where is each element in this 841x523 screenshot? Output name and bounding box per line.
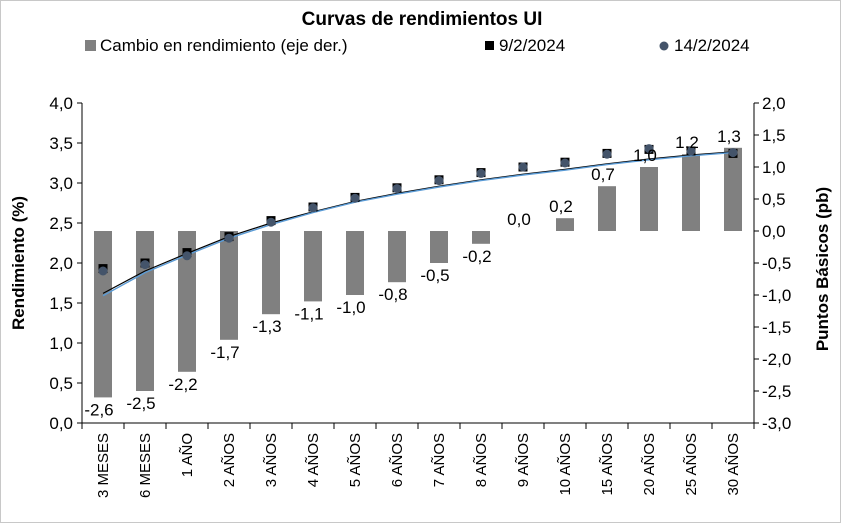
point-14-2-2024 [266, 217, 276, 227]
point-14-2-2024 [728, 148, 738, 158]
bar-data-label: -2,2 [168, 375, 197, 394]
y2-tick-label: -2,0 [762, 350, 791, 369]
y-tick-label: 0,0 [49, 414, 73, 433]
x-category-label: 8 AÑOS [473, 433, 490, 487]
bar-data-label: 0,0 [507, 210, 531, 229]
legend-swatch-circle [659, 41, 669, 51]
bar-data-label: -2,5 [126, 394, 155, 413]
y2-tick-label: 2,0 [762, 94, 786, 113]
point-14-2-2024 [602, 149, 612, 159]
bar-data-label: -1,1 [294, 304, 323, 323]
x-category-label: 7 AÑOS [431, 433, 448, 487]
y2-tick-label: -0,5 [762, 254, 791, 273]
bar [598, 186, 616, 231]
x-category-label: 30 AÑOS [725, 433, 742, 496]
x-category-label: 25 AÑOS [683, 433, 700, 496]
point-14-2-2024 [392, 184, 402, 194]
point-14-2-2024 [308, 203, 318, 213]
bar [262, 231, 280, 315]
point-14-2-2024 [350, 193, 360, 203]
point-14-2-2024 [434, 176, 444, 186]
bar-data-label: -1,7 [210, 343, 239, 362]
x-category-label: 3 AÑOS [263, 433, 280, 487]
legend-swatch-square [485, 41, 494, 50]
bar-data-label: 1,3 [717, 127, 741, 146]
y2-tick-label: 1,5 [762, 126, 786, 145]
bar [724, 147, 742, 231]
bar [430, 231, 448, 263]
point-14-2-2024 [98, 266, 108, 276]
plot-area: 0,0 0,5 1,0 1,5 2,0 2,5 3,0 3,5 4,0 -3,0 -2,5 -2,0 -… [49, 94, 791, 498]
bar-data-label: 0,7 [591, 165, 615, 184]
trendline [102, 151, 734, 294]
bar-data-label: -0,5 [420, 266, 449, 285]
y2-tick-label: 1,0 [762, 158, 786, 177]
x-category-label: 6 MESES [137, 433, 154, 498]
legend: Cambio en rendimiento (eje der.) 9/2/202… [85, 36, 750, 55]
y2-tick-label: -1,5 [762, 318, 791, 337]
legend-label-circle: 14/2/2024 [674, 36, 750, 55]
point-14-2-2024 [140, 260, 150, 270]
legend-swatch-bar [85, 40, 96, 51]
trendline [102, 151, 734, 297]
y-tick-label: 4,0 [49, 94, 73, 113]
x-category-label: 15 AÑOS [599, 433, 616, 496]
point-14-2-2024 [686, 146, 696, 156]
x-category-label: 3 MESES [95, 433, 112, 498]
legend-label-square: 9/2/2024 [499, 36, 565, 55]
x-category-label: 5 AÑOS [347, 433, 364, 487]
legend-label-bar: Cambio en rendimiento (eje der.) [100, 36, 348, 55]
point-14-2-2024 [182, 251, 192, 261]
point-14-2-2024 [476, 168, 486, 178]
x-category-label: 10 AÑOS [557, 433, 574, 496]
bar-data-label: 1,2 [675, 133, 699, 152]
x-category-label: 6 AÑOS [389, 433, 406, 487]
y2-tick-label: 0,0 [762, 222, 786, 241]
y-tick-label: 0,5 [49, 374, 73, 393]
y-axis-title: Rendimiento (%) [9, 196, 28, 330]
bar-data-label: -0,2 [462, 247, 491, 266]
bar [220, 231, 238, 340]
bar [178, 231, 196, 372]
x-category-label: 2 AÑOS [221, 433, 238, 487]
x-category-label: 20 AÑOS [641, 433, 658, 496]
y-tick-label: 2,5 [49, 214, 73, 233]
bar-data-label: -2,6 [84, 400, 113, 419]
bar [682, 154, 700, 231]
bar-data-label: -1,0 [336, 298, 365, 317]
bar [136, 231, 154, 391]
y2-tick-label: -3,0 [762, 414, 791, 433]
y-tick-label: 2,0 [49, 254, 73, 273]
bar [94, 231, 112, 398]
point-14-2-2024 [644, 144, 654, 154]
bar-data-label: -0,8 [378, 285, 407, 304]
point-14-2-2024 [560, 158, 570, 168]
bar [472, 231, 490, 244]
x-category-label: 4 AÑOS [305, 433, 322, 487]
y2-tick-label: 0,5 [762, 190, 786, 209]
y2-tick-label: -2,5 [762, 382, 791, 401]
x-category-label: 9 AÑOS [515, 433, 532, 487]
y-tick-label: 3,0 [49, 174, 73, 193]
y-tick-label: 3,5 [49, 134, 73, 153]
bar [556, 218, 574, 231]
point-14-2-2024 [224, 233, 234, 243]
bar [640, 167, 658, 231]
y2-tick-label: -1,0 [762, 286, 791, 305]
chart-title: Curvas de rendimientos UI [302, 9, 543, 30]
y-tick-label: 1,0 [49, 334, 73, 353]
bar-data-label: 0,2 [549, 197, 573, 216]
point-14-2-2024 [518, 162, 528, 172]
x-category-label: 1 AÑO [179, 433, 196, 477]
y2-axis-title: Puntos Básicos (pb) [813, 187, 832, 351]
y-tick-label: 1,5 [49, 294, 73, 313]
bar-data-label: 1,0 [633, 146, 657, 165]
bar [304, 231, 322, 302]
bar [388, 231, 406, 283]
bar [346, 231, 364, 295]
bar-data-label: -1,3 [252, 317, 281, 336]
